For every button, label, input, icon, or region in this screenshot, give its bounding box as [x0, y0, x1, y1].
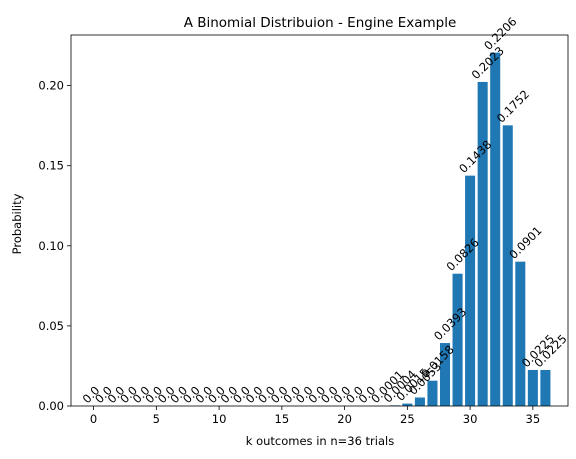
- x-axis: 0 5 10 15 20 25 30 35: [90, 406, 540, 426]
- bar-34: [515, 261, 526, 406]
- bar-33: [502, 125, 513, 406]
- bar-label-30: 0.1438: [456, 137, 494, 175]
- y-axis-label: Probability: [10, 193, 24, 254]
- x-tick-label-10: 10: [212, 412, 227, 426]
- x-tick-label-0: 0: [90, 412, 97, 426]
- bar-27: [427, 380, 438, 406]
- bar-35: [527, 369, 538, 406]
- bars-group: [377, 52, 551, 406]
- x-axis-label: k outcomes in n=36 trials: [246, 434, 394, 448]
- bar-36: [540, 369, 551, 406]
- y-tick-label-2: 0.10: [38, 239, 64, 253]
- x-tick-label-5: 5: [153, 412, 160, 426]
- y-tick-label-4: 0.20: [38, 79, 64, 93]
- y-tick-label-3: 0.15: [38, 159, 64, 173]
- bar-25: [402, 403, 413, 406]
- bar-30: [465, 175, 476, 406]
- bar-labels-group: 0.00.00.00.00.00.00.00.00.00.00.00.00.00…: [80, 14, 570, 406]
- plot-frame: [70, 34, 569, 407]
- y-tick-label-0: 0.00: [38, 399, 64, 413]
- x-tick-label-25: 25: [400, 412, 415, 426]
- x-tick-label-35: 35: [526, 412, 541, 426]
- bar-26: [414, 397, 425, 406]
- y-tick-label-1: 0.05: [38, 319, 64, 333]
- bar-29: [452, 273, 463, 406]
- bar-label-28: 0.0393: [431, 305, 469, 343]
- bar-label-29: 0.0826: [444, 235, 482, 273]
- x-tick-label-15: 15: [275, 412, 290, 426]
- bar-31: [477, 81, 488, 406]
- x-tick-label-20: 20: [337, 412, 352, 426]
- x-tick-label-30: 30: [463, 412, 478, 426]
- bar-32: [490, 52, 501, 406]
- bar-28: [439, 343, 451, 406]
- y-axis: 0.00 0.05 0.10 0.15 0.20: [38, 79, 71, 413]
- chart-title: A Binomial Distribuion - Engine Example: [184, 15, 457, 31]
